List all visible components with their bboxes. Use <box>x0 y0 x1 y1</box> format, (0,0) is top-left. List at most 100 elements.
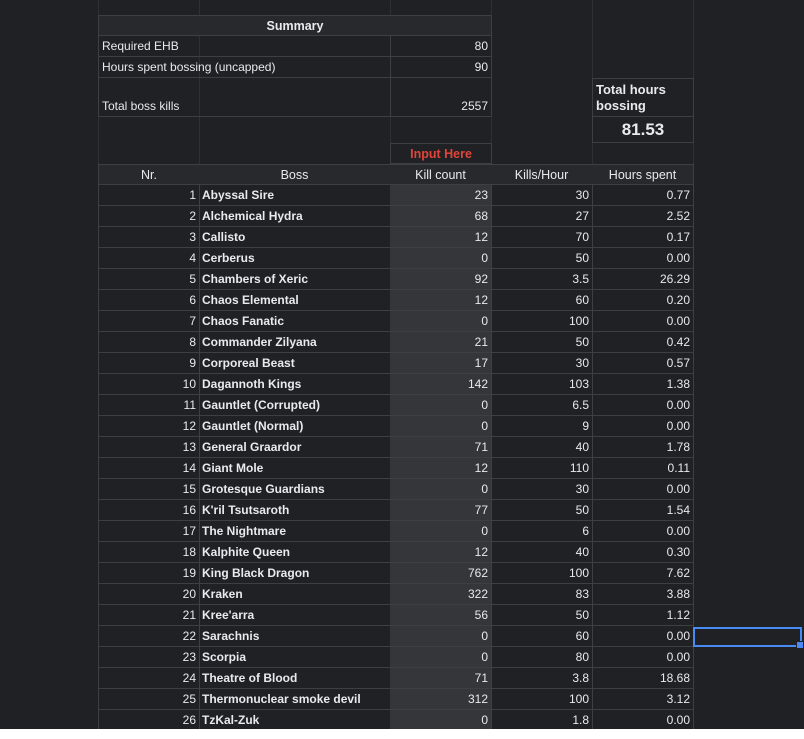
kills-per-hour[interactable]: 100 <box>491 689 593 710</box>
hours-spent[interactable]: 2.52 <box>592 206 694 227</box>
boss-name[interactable]: Scorpia <box>199 647 391 668</box>
total-hours-label[interactable]: Total hours bossing <box>592 78 694 117</box>
kill-count-input[interactable]: 0 <box>390 626 492 647</box>
hours-spent[interactable]: 1.78 <box>592 437 694 458</box>
kills-per-hour[interactable]: 27 <box>491 206 593 227</box>
row-number[interactable]: 15 <box>98 479 200 500</box>
total-hours-value[interactable]: 81.53 <box>592 117 694 143</box>
hours-spent[interactable]: 0.00 <box>592 479 694 500</box>
kill-count-input[interactable]: 56 <box>390 605 492 626</box>
summary-value-hours-spent[interactable]: 90 <box>390 57 492 78</box>
boss-name[interactable]: Chaos Fanatic <box>199 311 391 332</box>
row-number[interactable]: 3 <box>98 227 200 248</box>
hours-spent[interactable]: 0.00 <box>592 248 694 269</box>
kill-count-input[interactable]: 12 <box>390 542 492 563</box>
row-number[interactable]: 1 <box>98 185 200 206</box>
kills-per-hour[interactable]: 6 <box>491 521 593 542</box>
boss-name[interactable]: Alchemical Hydra <box>199 206 391 227</box>
boss-name[interactable]: Grotesque Guardians <box>199 479 391 500</box>
row-number[interactable]: 24 <box>98 668 200 689</box>
kills-per-hour[interactable]: 30 <box>491 353 593 374</box>
boss-name[interactable]: Dagannoth Kings <box>199 374 391 395</box>
row-number[interactable]: 18 <box>98 542 200 563</box>
kill-count-input[interactable]: 0 <box>390 311 492 332</box>
hours-spent[interactable]: 0.00 <box>592 626 694 647</box>
kill-count-input[interactable]: 0 <box>390 647 492 668</box>
kills-per-hour[interactable]: 30 <box>491 185 593 206</box>
kills-per-hour[interactable]: 3.5 <box>491 269 593 290</box>
kills-per-hour[interactable]: 110 <box>491 458 593 479</box>
summary-value-required-ehb[interactable]: 80 <box>390 36 492 57</box>
kill-count-input[interactable]: 71 <box>390 437 492 458</box>
kills-per-hour[interactable]: 80 <box>491 647 593 668</box>
row-number[interactable]: 8 <box>98 332 200 353</box>
hours-spent[interactable]: 3.12 <box>592 689 694 710</box>
column-header-kill-count[interactable]: Kill count <box>390 164 492 185</box>
kills-per-hour[interactable]: 83 <box>491 584 593 605</box>
hours-spent[interactable]: 1.38 <box>592 374 694 395</box>
kill-count-input[interactable]: 23 <box>390 185 492 206</box>
kills-per-hour[interactable]: 3.8 <box>491 668 593 689</box>
kill-count-input[interactable]: 12 <box>390 227 492 248</box>
kill-count-input[interactable]: 0 <box>390 479 492 500</box>
column-header-kills-per-hour[interactable]: Kills/Hour <box>491 164 593 185</box>
hours-spent[interactable]: 3.88 <box>592 584 694 605</box>
column-header-boss[interactable]: Boss <box>199 164 391 185</box>
kill-count-input[interactable]: 12 <box>390 290 492 311</box>
boss-name[interactable]: Callisto <box>199 227 391 248</box>
row-number[interactable]: 9 <box>98 353 200 374</box>
row-number[interactable]: 25 <box>98 689 200 710</box>
boss-name[interactable]: Chambers of Xeric <box>199 269 391 290</box>
kill-count-input[interactable]: 21 <box>390 332 492 353</box>
kills-per-hour[interactable]: 40 <box>491 437 593 458</box>
hours-spent[interactable]: 0.30 <box>592 542 694 563</box>
summary-label-total-kills[interactable]: Total boss kills <box>98 78 391 117</box>
boss-name[interactable]: Gauntlet (Corrupted) <box>199 395 391 416</box>
hours-spent[interactable]: 26.29 <box>592 269 694 290</box>
boss-name[interactable]: Gauntlet (Normal) <box>199 416 391 437</box>
row-number[interactable]: 11 <box>98 395 200 416</box>
boss-name[interactable]: Sarachnis <box>199 626 391 647</box>
kill-count-input[interactable]: 312 <box>390 689 492 710</box>
row-number[interactable]: 7 <box>98 311 200 332</box>
boss-name[interactable]: Thermonuclear smoke devil <box>199 689 391 710</box>
hours-spent[interactable]: 0.00 <box>592 416 694 437</box>
boss-name[interactable]: TzKal-Zuk <box>199 710 391 731</box>
hours-spent[interactable]: 18.68 <box>592 668 694 689</box>
boss-name[interactable]: King Black Dragon <box>199 563 391 584</box>
boss-name[interactable]: Giant Mole <box>199 458 391 479</box>
boss-name[interactable]: Kraken <box>199 584 391 605</box>
kill-count-input[interactable]: 17 <box>390 353 492 374</box>
kill-count-input[interactable]: 68 <box>390 206 492 227</box>
row-number[interactable]: 5 <box>98 269 200 290</box>
kills-per-hour[interactable]: 1.8 <box>491 710 593 731</box>
hours-spent[interactable]: 0.17 <box>592 227 694 248</box>
boss-name[interactable]: Kalphite Queen <box>199 542 391 563</box>
kill-count-input[interactable]: 322 <box>390 584 492 605</box>
summary-title[interactable]: Summary <box>98 15 492 36</box>
kill-count-input[interactable]: 77 <box>390 500 492 521</box>
row-number[interactable]: 19 <box>98 563 200 584</box>
hours-spent[interactable]: 0.00 <box>592 521 694 542</box>
input-here-label[interactable]: Input Here <box>390 143 492 164</box>
hours-spent[interactable]: 0.00 <box>592 647 694 668</box>
hours-spent[interactable]: 0.00 <box>592 395 694 416</box>
row-number[interactable]: 22 <box>98 626 200 647</box>
row-number[interactable]: 10 <box>98 374 200 395</box>
kills-per-hour[interactable]: 9 <box>491 416 593 437</box>
column-header-nr[interactable]: Nr. <box>98 164 200 185</box>
kills-per-hour[interactable]: 100 <box>491 311 593 332</box>
boss-name[interactable]: Cerberus <box>199 248 391 269</box>
kills-per-hour[interactable]: 60 <box>491 626 593 647</box>
row-number[interactable]: 4 <box>98 248 200 269</box>
boss-name[interactable]: K'ril Tsutsaroth <box>199 500 391 521</box>
summary-value-total-kills[interactable]: 2557 <box>390 78 492 117</box>
kills-per-hour[interactable]: 30 <box>491 479 593 500</box>
boss-name[interactable]: Abyssal Sire <box>199 185 391 206</box>
kill-count-input[interactable]: 142 <box>390 374 492 395</box>
hours-spent[interactable]: 0.00 <box>592 311 694 332</box>
kills-per-hour[interactable]: 60 <box>491 290 593 311</box>
kill-count-input[interactable]: 0 <box>390 416 492 437</box>
kills-per-hour[interactable]: 40 <box>491 542 593 563</box>
hours-spent[interactable]: 0.20 <box>592 290 694 311</box>
